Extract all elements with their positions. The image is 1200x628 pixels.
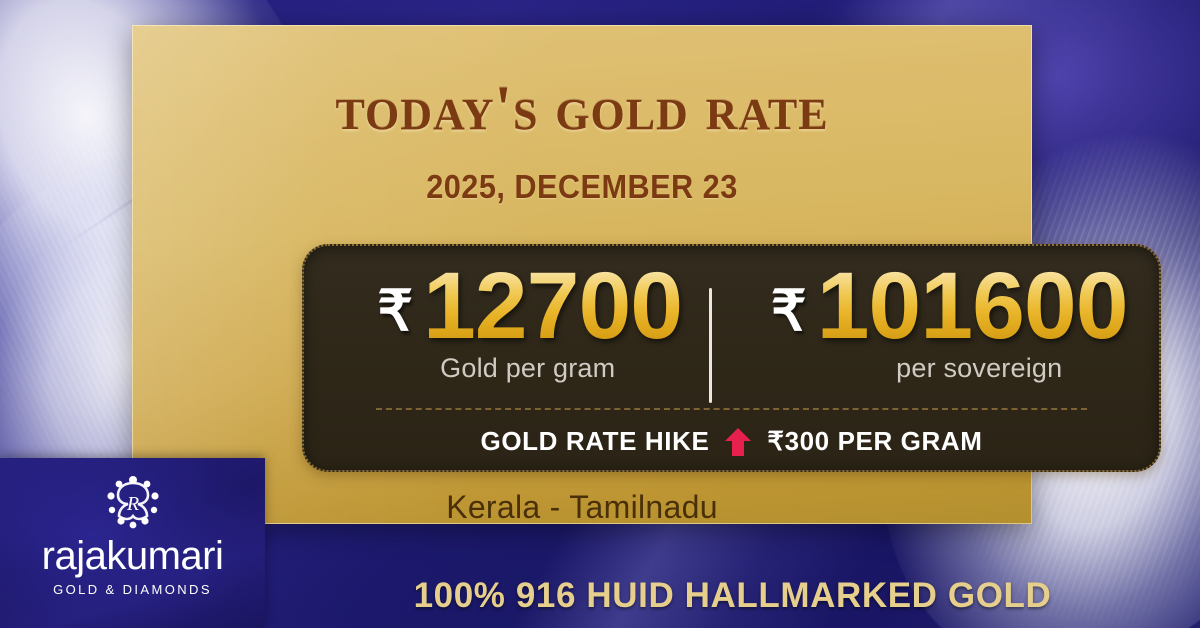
arrow-up-icon [723,427,753,457]
rate-gram-value-row: ₹ 12700 [320,259,740,357]
brand-emblem-icon: R [102,472,164,534]
gold-card-panel: Today's Gold Rate 2025, DECEMBER 23 ₹ 12… [132,25,1161,525]
rate-sovereign-value-row: ₹ 101600 [740,259,1160,357]
rupee-symbol-icon: ₹ [770,279,807,342]
svg-text:R: R [125,493,138,515]
region-label: Kerala - Tamilnadu [446,489,718,525]
page-title: Today's Gold Rate [335,73,829,143]
rate-gram-label: Gold per gram [440,353,616,383]
rate-change-value: ₹300 PER GRAM [767,426,983,456]
hallmark-text: 100% 916 HUID HALLMARKED GOLD [413,576,1052,615]
rate-sovereign-amount: 101600 [816,253,1129,359]
rate-box: ₹ 12700 Gold per gram ₹ 101600 per sover… [302,244,1161,472]
date-subtitle: 2025, DECEMBER 23 [426,168,738,205]
rate-divider [709,288,712,403]
rate-gram-amount: 12700 [422,253,683,359]
brand-tagline: GOLD & DIAMONDS [53,582,212,597]
brand-wordmark: rajakumari [41,534,224,578]
rate-gram-block: ₹ 12700 Gold per gram [304,259,740,404]
rate-sovereign-block: ₹ 101600 per sovereign [740,259,1160,404]
rupee-symbol-icon: ₹ [377,279,413,342]
rates-row: ₹ 12700 Gold per gram ₹ 101600 per sover… [304,259,1159,404]
rate-sovereign-label: per sovereign [896,353,1063,383]
rate-change-row: GOLD RATE HIKE ₹300 PER GRAM [304,426,1159,457]
brand-logo-panel: R rajakumari GOLD & DIAMONDS [0,458,265,628]
rate-change-label: GOLD RATE HIKE [480,426,710,456]
dashed-separator [376,408,1087,410]
hallmark-strip: 100% 916 HUID HALLMARKED GOLD [265,564,1200,628]
brand-logo-wrap: R rajakumari GOLD & DIAMONDS [0,472,265,597]
